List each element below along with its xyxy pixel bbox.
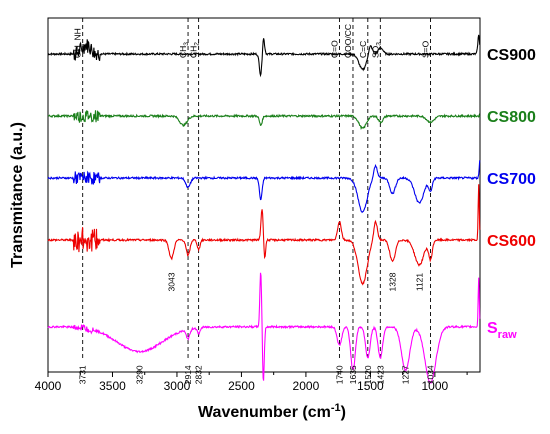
reference-line-label: C=C [358, 41, 368, 58]
peak-annotation: 1635 [348, 365, 358, 384]
x-label-main: Wavenumber (cm [198, 404, 331, 421]
trace-cs800 [47, 110, 481, 131]
peak-annotation: 1740 [334, 365, 344, 384]
peak-annotation: 1520 [363, 365, 373, 384]
series-labels: CS900 CS800 CS700 CS600 Sraw [487, 47, 536, 341]
peak-annotation: 1328 [388, 272, 398, 291]
trace-s [47, 272, 481, 384]
x-axis-label: Wavenumber (cm-1) [198, 402, 346, 421]
x-tick-label: 2500 [228, 379, 255, 393]
trace-cs900 [47, 34, 481, 78]
peak-annotation: 2914 [183, 365, 193, 384]
reference-line-label: OH, NH [73, 28, 83, 58]
trace-cs700 [47, 160, 481, 214]
series-label: CS800 [487, 109, 536, 126]
reference-line-label: COO/CC [343, 24, 353, 58]
reference-line-label: CH3 [178, 42, 190, 58]
trace-cs600 [47, 184, 481, 286]
peak-annotations: 3043 1328 1121 3731 3290 2914 2832 1740 1635 1520… [78, 272, 436, 384]
x-tick-label: 4000 [35, 379, 62, 393]
peak-annotation: 3731 [78, 365, 88, 384]
peak-annotation: 1227 [401, 365, 411, 384]
peak-annotation: 1034 [425, 365, 435, 384]
y-axis-label: Transmitance (a.u.) [9, 122, 26, 268]
series-label: CS900 [487, 47, 536, 64]
peak-annotation: 3290 [135, 365, 145, 384]
reference-line-label: C=O [329, 40, 339, 58]
x-tick-label: 3500 [99, 379, 126, 393]
series-label: CS700 [487, 171, 536, 188]
x-tick-label: 3000 [164, 379, 191, 393]
peak-annotation: 2832 [194, 365, 204, 384]
x-label-close: ) [341, 404, 346, 421]
x-tick-label: 1000 [422, 379, 449, 393]
series-label: CS600 [487, 233, 536, 250]
series-label: Sraw [487, 320, 517, 341]
x-tick-label: 2000 [293, 379, 320, 393]
x-label-sup: -1 [331, 402, 341, 414]
peak-annotation: 1423 [375, 365, 385, 384]
x-tick-label: 1500 [357, 379, 384, 393]
peak-annotation: 3043 [166, 272, 176, 291]
peak-annotation: 1121 [414, 273, 424, 292]
reference-line-label: CH2 [189, 42, 201, 58]
x-axis: 4000 3500 3000 2500 2000 1500 1000 [35, 372, 468, 393]
reference-line-label: S=O [420, 40, 430, 58]
spectra-traces [47, 34, 481, 384]
